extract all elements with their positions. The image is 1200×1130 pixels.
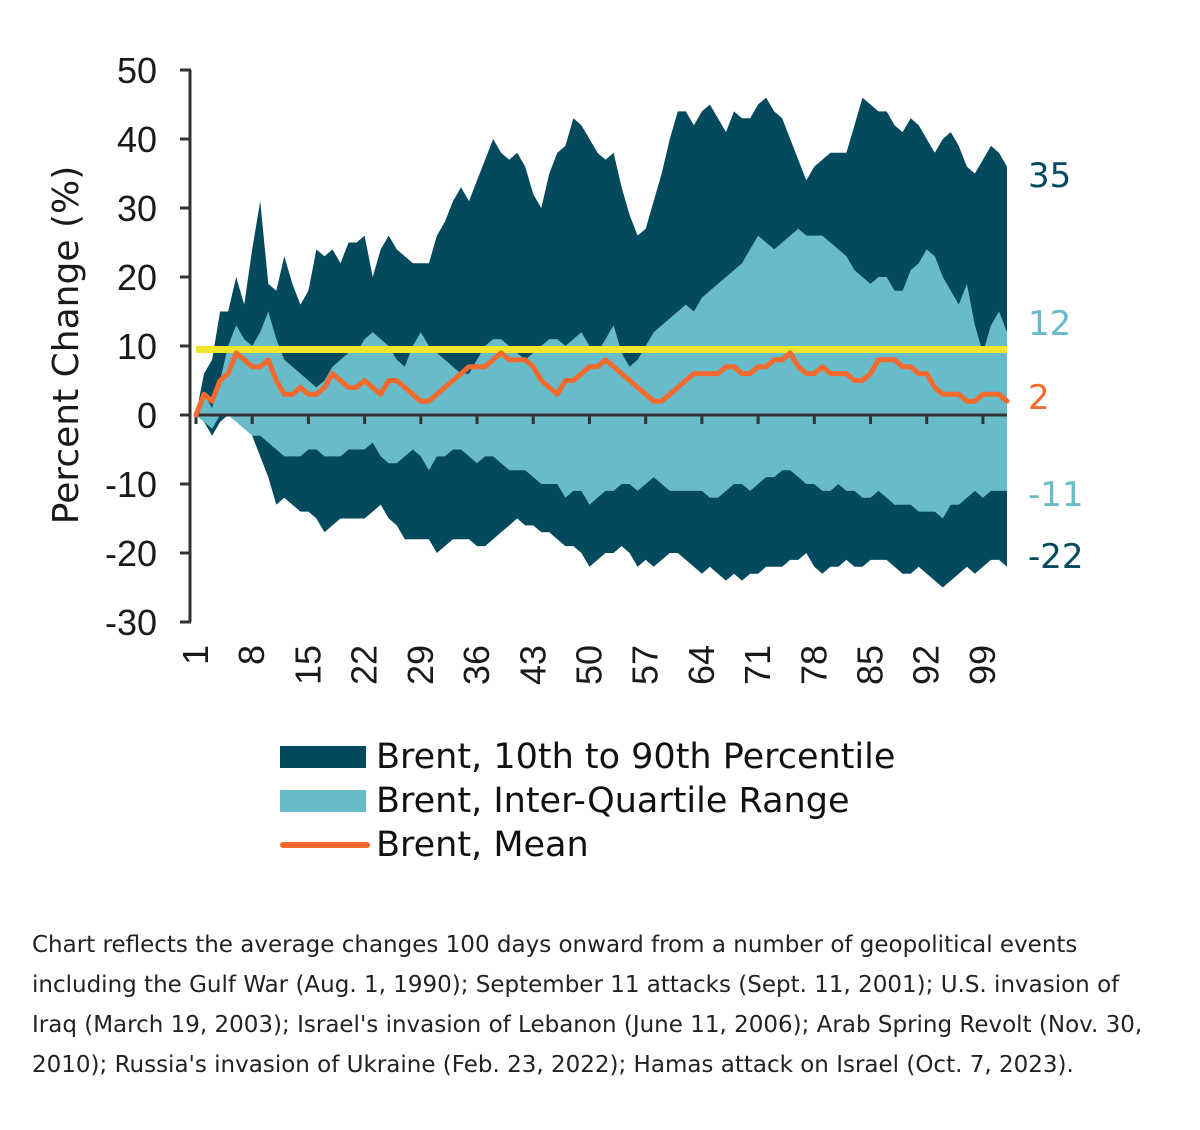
y-tick-label: -10	[105, 464, 157, 505]
end-label: -22	[1028, 537, 1084, 577]
end-labels: 35 12 2 -11 -22	[1028, 156, 1084, 577]
legend-label-iqr: Brent, Inter-Quartile Range	[376, 781, 850, 821]
y-tick-label: -30	[105, 602, 157, 643]
x-tick-label: 50	[568, 645, 609, 685]
band-iqr	[196, 228, 1007, 519]
legend-item-mean: Brent, Mean	[280, 823, 895, 867]
y-tick-label: 0	[137, 395, 157, 436]
y-tick-label: 40	[117, 119, 157, 160]
legend-label-p10-p90: Brent, 10th to 90th Percentile	[376, 737, 896, 777]
mean-line	[193, 350, 1010, 418]
axes-group	[180, 68, 1008, 624]
y-tick-label: -20	[105, 533, 157, 574]
y-tick-labels: 50 40 30 20 10 0 -10 -20 -30	[105, 50, 157, 643]
mean-line-group	[193, 350, 1010, 418]
x-tick-label: 85	[850, 645, 891, 685]
legend: Brent, 10th to 90th Percentile Brent, In…	[280, 735, 895, 867]
y-tick-label: 50	[117, 50, 157, 91]
x-tick-label: 99	[962, 645, 1003, 685]
legend-label-mean: Brent, Mean	[376, 825, 589, 865]
chart: 50 40 30 20 10 0 -10 -20 -30 1 8 15 22 29 36 43 50 57 64 7…	[46, 50, 1084, 685]
x-tick-label: 71	[737, 645, 778, 685]
legend-swatch-iqr	[280, 790, 366, 812]
bands-group	[196, 97, 1007, 588]
x-tick-label: 1	[175, 645, 216, 665]
x-tick-label: 43	[512, 645, 553, 685]
y-tick-label: 30	[117, 188, 157, 229]
x-tick-label: 78	[793, 645, 834, 685]
y-tick-label: 10	[117, 326, 157, 367]
end-label: -11	[1028, 475, 1084, 515]
x-tick-labels: 1 8 15 22 29 36 43 50 57 64 71 78 85 92 99	[175, 645, 1003, 685]
end-label: 2	[1028, 378, 1050, 418]
x-tick-label: 22	[344, 645, 385, 685]
legend-item-iqr: Brent, Inter-Quartile Range	[280, 779, 895, 823]
end-label: 35	[1028, 156, 1071, 196]
legend-swatch-p10-p90	[280, 746, 366, 768]
legend-swatch-mean	[280, 842, 370, 848]
x-tick-label: 57	[625, 645, 666, 685]
end-label: 12	[1028, 304, 1071, 344]
footnote: Chart reflects the average changes 100 d…	[32, 932, 1143, 1078]
legend-item-p10-p90: Brent, 10th to 90th Percentile	[280, 735, 895, 779]
x-tick-label: 36	[456, 645, 497, 685]
x-tick-label: 29	[400, 645, 441, 685]
x-tick-label: 15	[287, 645, 328, 685]
x-tick-label: 8	[231, 645, 272, 665]
x-tick-label: 92	[906, 645, 947, 685]
y-tick-label: 20	[117, 257, 157, 298]
y-axis-title: Percent Change (%)	[46, 166, 87, 524]
x-tick-label: 64	[681, 645, 722, 685]
